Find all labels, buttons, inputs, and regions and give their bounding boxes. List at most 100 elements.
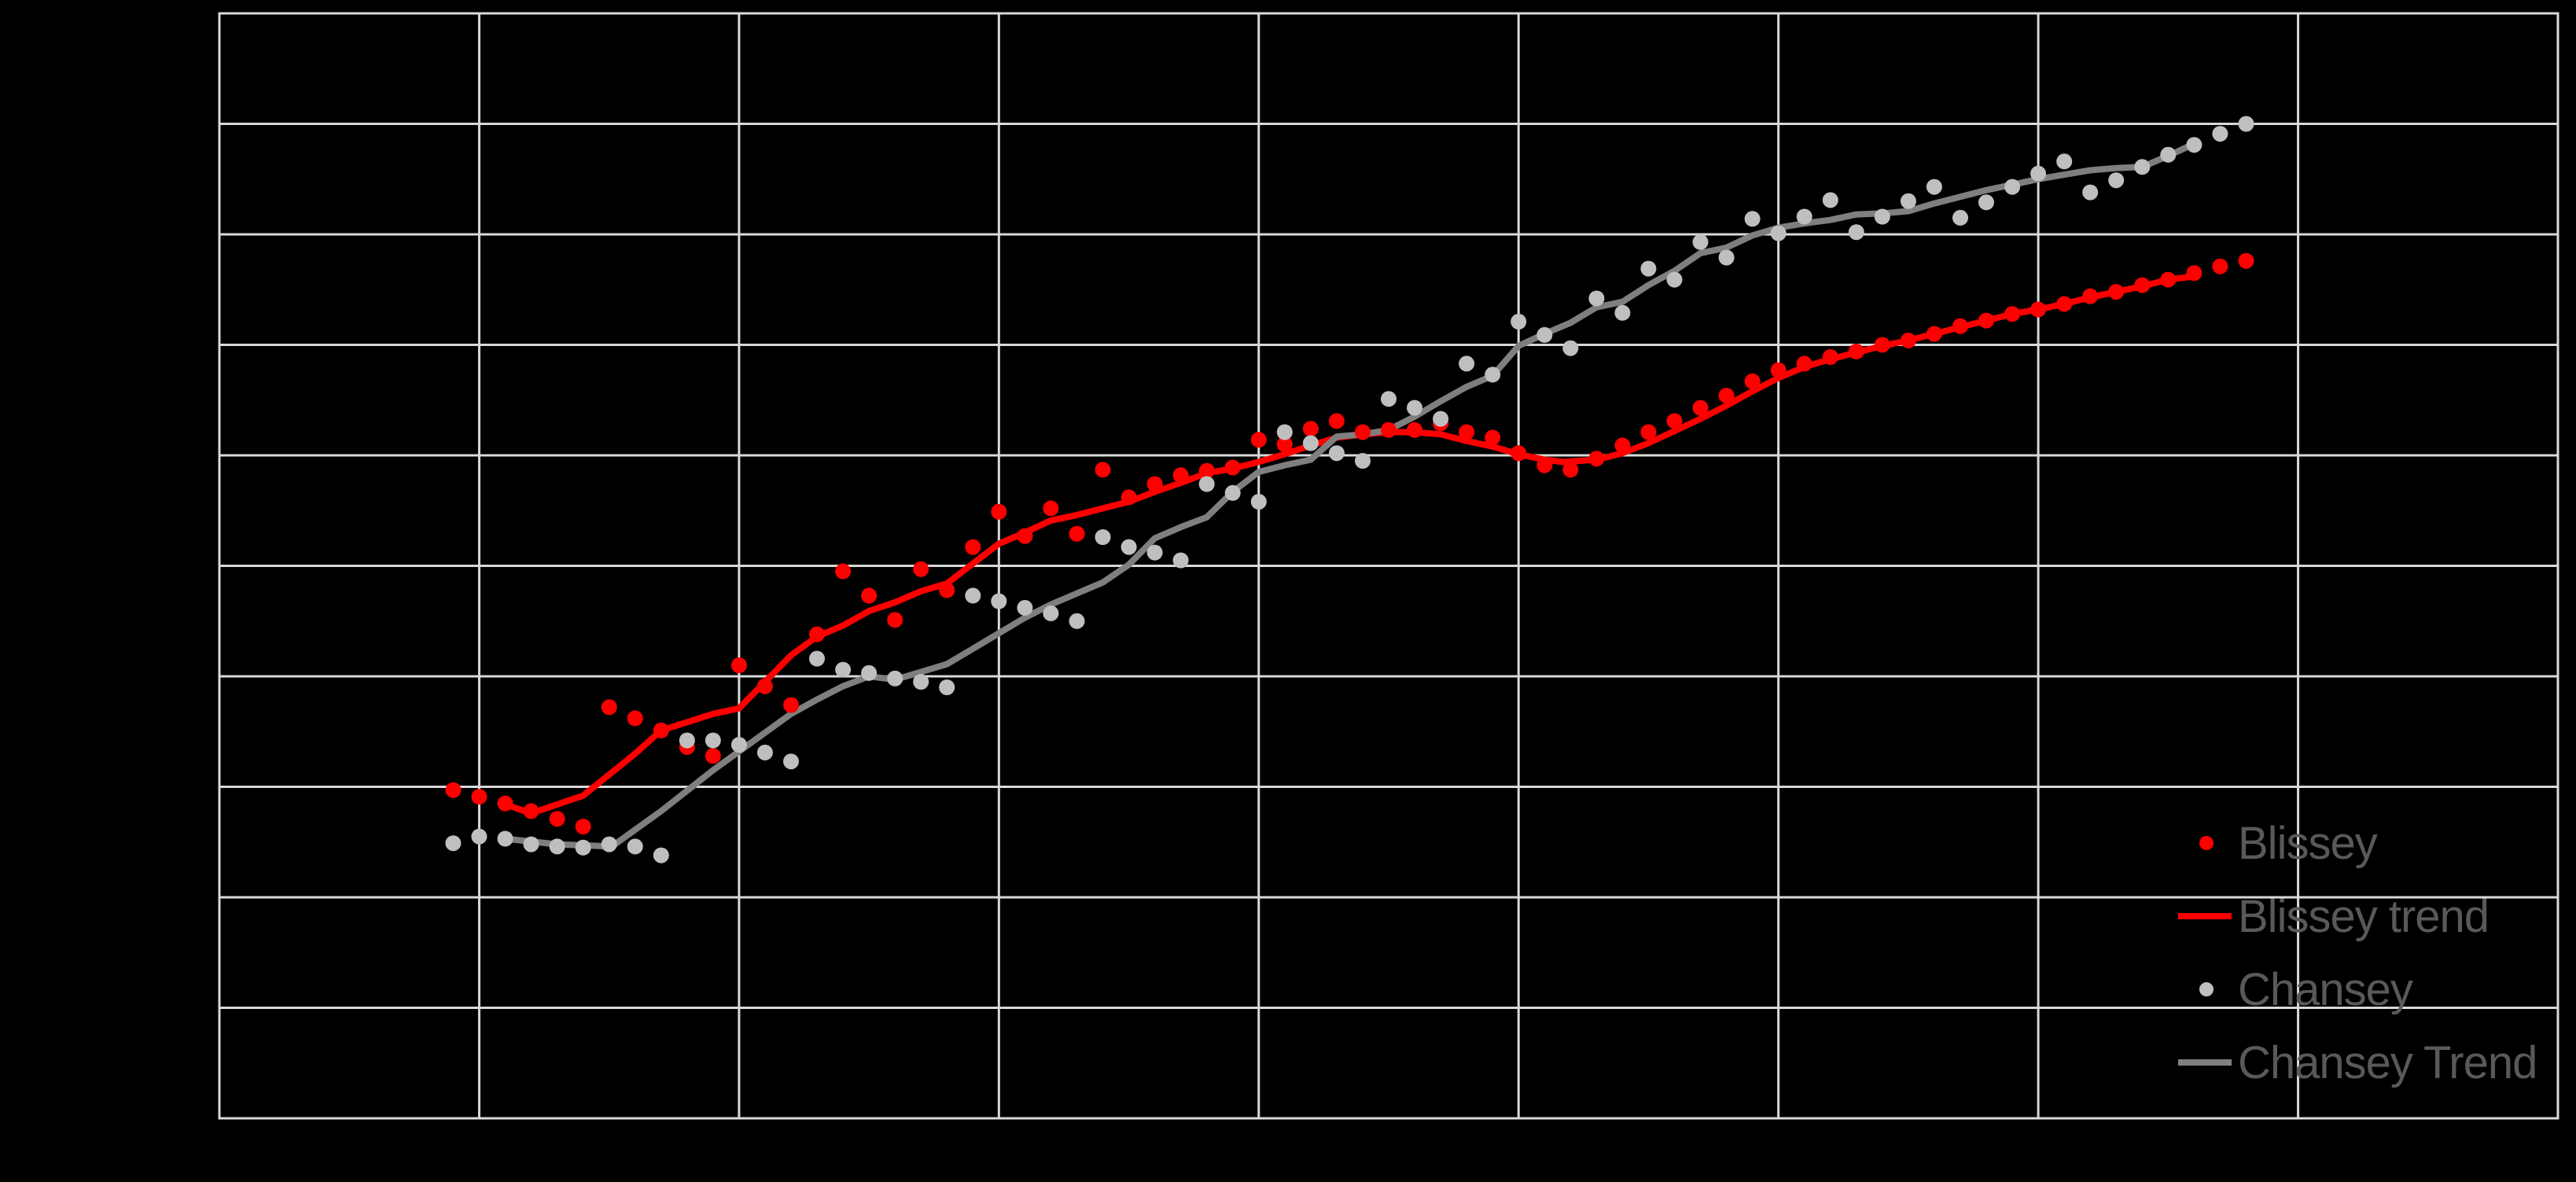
blissey-point: [2134, 277, 2151, 293]
chansey-point: [679, 732, 695, 749]
blissey-point: [1485, 429, 1501, 446]
chansey-point: [939, 679, 955, 695]
chansey-point: [1485, 366, 1501, 383]
blissey-point: [809, 626, 825, 643]
chansey-point: [1744, 211, 1761, 227]
chansey-point: [1952, 209, 1968, 226]
blissey-point: [1017, 528, 1033, 544]
plot-border: [218, 12, 2559, 1120]
blissey-point: [627, 710, 643, 727]
blissey-point: [1978, 312, 1994, 329]
chansey-point: [1562, 340, 1579, 356]
blissey-legend-dot-icon: [2199, 836, 2214, 850]
chansey-point: [1069, 613, 1085, 629]
blissey-point: [2108, 284, 2125, 300]
blissey-point: [2056, 296, 2073, 312]
chansey-point: [2082, 184, 2099, 201]
blissey-point: [1666, 413, 1683, 429]
blissey-point: [1355, 424, 1371, 440]
chansey-point: [783, 753, 799, 770]
chansey-point: [1614, 304, 1631, 321]
chansey-point: [1536, 326, 1553, 343]
chansey-point: [653, 847, 669, 863]
blissey-point: [1744, 373, 1761, 389]
chansey-point: [1250, 494, 1267, 510]
chansey-point: [523, 836, 539, 852]
blissey-point: [756, 678, 773, 694]
legend-item-label: Chansey Trend: [2238, 1037, 2537, 1088]
chansey-point: [861, 665, 878, 681]
blissey-point: [445, 782, 462, 798]
chansey-point: [549, 838, 565, 855]
chansey-point: [1355, 453, 1371, 469]
chansey-point: [809, 650, 825, 667]
chansey-point: [627, 838, 643, 855]
chansey-point: [1692, 234, 1709, 250]
chansey-point: [1198, 476, 1215, 492]
chansey-point: [1874, 208, 1890, 225]
chansey-point: [1043, 605, 1059, 621]
blissey-point: [1900, 332, 1916, 348]
chansey-point: [1978, 194, 1994, 211]
blissey-point: [2160, 271, 2177, 288]
chansey-point: [1328, 445, 1345, 462]
chansey-point: [1381, 391, 1397, 407]
blissey-point: [2030, 301, 2047, 318]
blissey-point: [1692, 400, 1709, 416]
chansey-legend-dot-icon: [2199, 982, 2214, 996]
chansey-point: [1822, 192, 1838, 208]
chansey-point: [601, 836, 617, 852]
blissey-point: [835, 563, 852, 580]
chansey-point: [1718, 249, 1735, 266]
legend-item-label: Blissey trend: [2238, 891, 2489, 942]
blissey-point: [601, 699, 617, 716]
blissey-point: [1276, 436, 1293, 452]
blissey-point: [1640, 424, 1657, 440]
blissey-point: [1381, 422, 1397, 438]
blissey-point: [1069, 525, 1085, 542]
blissey-point: [887, 612, 903, 628]
chansey-point: [1095, 529, 1111, 545]
legend-item-blissey-trend: Blissey trend: [2178, 891, 2490, 942]
chansey-point: [1926, 179, 1942, 195]
chansey-point: [2030, 165, 2047, 182]
chansey-point: [965, 587, 981, 604]
blissey-point: [1614, 437, 1631, 454]
legend-item-label: Blissey: [2238, 818, 2378, 869]
chansey-point: [1459, 355, 1475, 372]
chansey-point: [1146, 544, 1163, 561]
chansey-point: [2238, 116, 2254, 132]
blissey-point: [471, 789, 488, 805]
data-series: [445, 116, 2254, 863]
blissey-point: [2212, 258, 2228, 274]
blissey-point: [705, 748, 721, 764]
blissey-point: [991, 503, 1007, 520]
blissey-point: [1874, 337, 1890, 353]
blissey-point: [1043, 500, 1059, 517]
chansey-point: [1640, 260, 1657, 277]
chansey-point: [991, 593, 1007, 609]
legend-item-blissey: Blissey: [2199, 818, 2379, 869]
chansey-point: [497, 830, 513, 847]
blissey-point: [575, 819, 591, 835]
chansey-point: [887, 670, 903, 687]
blissey-point: [783, 697, 799, 713]
blissey-point: [497, 795, 513, 812]
chansey-point: [2212, 126, 2228, 142]
blissey-point: [1770, 362, 1787, 378]
blissey-point: [1224, 459, 1241, 476]
chansey-point: [1407, 400, 1422, 416]
legend-item-label: Chansey: [2238, 964, 2413, 1015]
blissey-point: [1718, 388, 1735, 404]
chansey-point: [913, 674, 929, 690]
legend-item-chansey: Chansey: [2199, 964, 2414, 1015]
blissey-point: [2082, 288, 2099, 304]
chansey-point: [2134, 159, 2151, 175]
chansey-point: [1017, 599, 1033, 616]
blissey-point: [861, 587, 878, 604]
chansey-point: [2160, 146, 2177, 163]
legend: Blissey Blissey trend Chansey Chansey Tr…: [2178, 818, 2537, 1088]
blissey-point: [1562, 462, 1579, 478]
